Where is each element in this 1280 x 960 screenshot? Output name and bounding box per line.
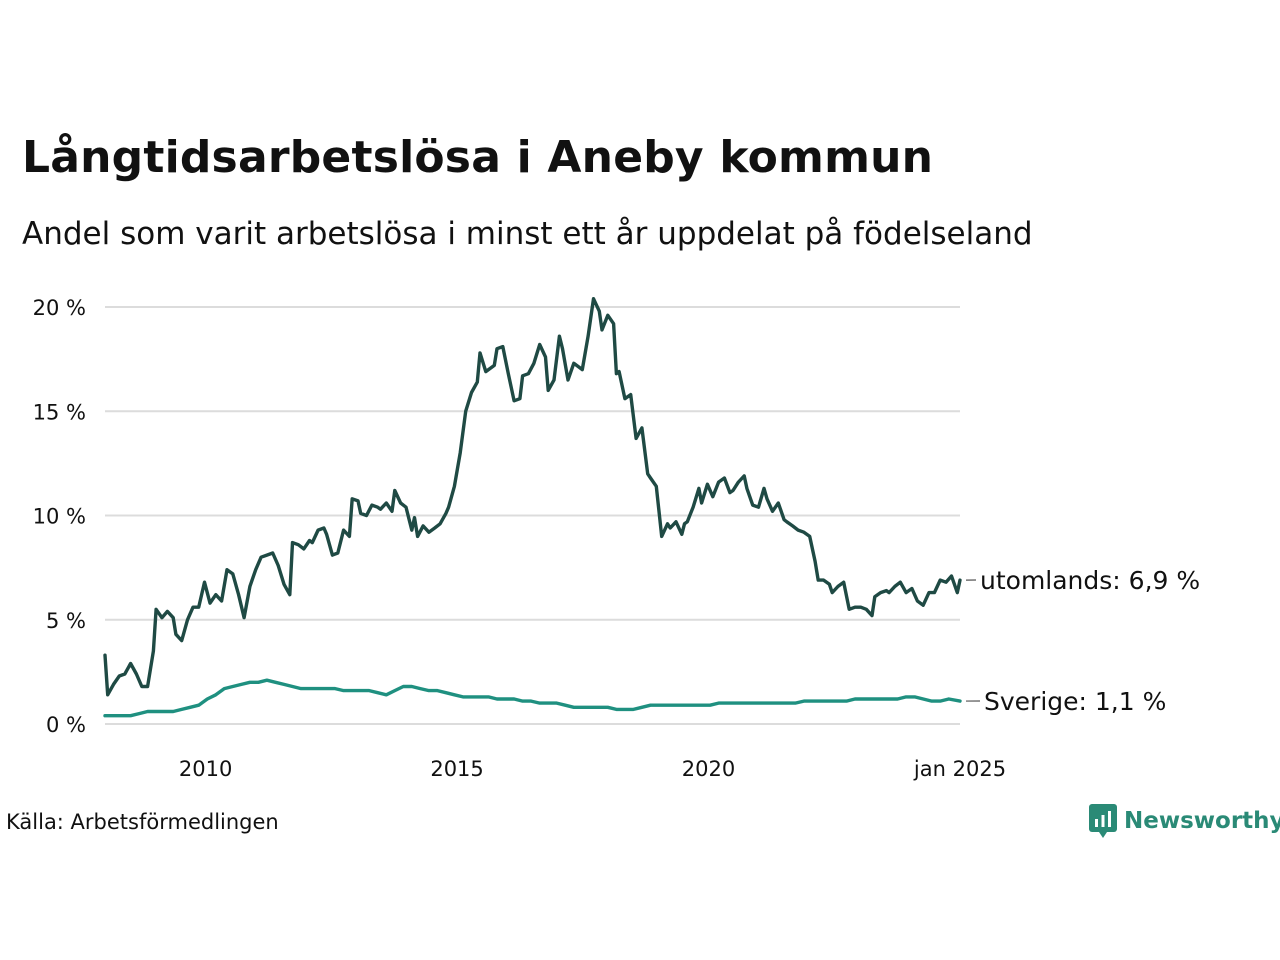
newsworthy-logo-icon: [1089, 804, 1117, 838]
chart-subtitle: Andel som varit arbetslösa i minst ett å…: [22, 216, 1033, 252]
y-tick-label: 15 %: [33, 400, 86, 424]
y-axis: 0 % 5 % 10 % 15 % 20 %: [33, 296, 86, 737]
brand-logo: Newsworthy: [1088, 803, 1280, 839]
end-label-Sverige: Sverige: 1,1 %: [984, 687, 1166, 716]
chart-title: Långtidsarbetslösa i Aneby kommun: [22, 132, 934, 183]
source-note: Källa: Arbetsförmedlingen: [6, 810, 279, 834]
x-tick-label: 2020: [682, 757, 735, 781]
series: [103, 297, 962, 718]
y-tick-label: 0 %: [46, 713, 86, 737]
gridlines: [105, 306, 960, 725]
series-line-utomlands: [103, 297, 962, 697]
y-tick-label: 10 %: [33, 505, 86, 529]
x-tick-label: 2010: [179, 757, 232, 781]
x-axis: 2010 2015 2020 jan 2025: [179, 757, 1006, 781]
x-tick-label: 2015: [430, 757, 483, 781]
brand-name: Newsworthy: [1124, 808, 1280, 834]
x-tick-label: jan 2025: [913, 757, 1006, 781]
end-label-utomlands: utomlands: 6,9 %: [980, 566, 1200, 595]
y-tick-label: 20 %: [33, 296, 86, 320]
end-labels: utomlands: 6,9 % Sverige: 1,1 %: [965, 566, 1200, 716]
y-tick-label: 5 %: [46, 609, 86, 633]
series-line-Sverige: [103, 678, 962, 718]
